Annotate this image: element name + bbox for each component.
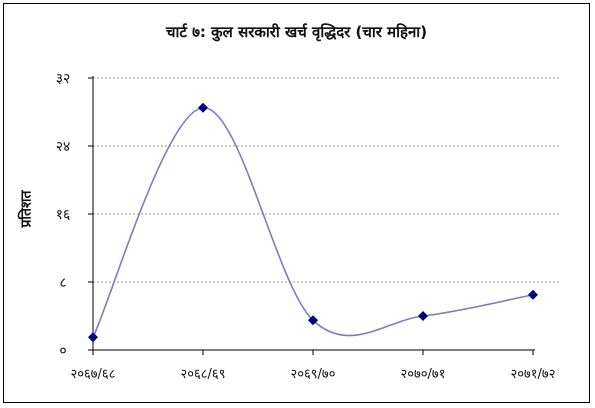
series-line	[92, 106, 534, 338]
chart-frame: चार्ट ७: कुल सरकारी खर्च वृद्धिदर (चार म…	[3, 3, 590, 403]
y-tick-label: ३२	[56, 71, 71, 87]
x-tick-label: २०६७/६८	[71, 367, 116, 382]
data-point-marker	[308, 315, 318, 326]
data-point-marker	[88, 332, 98, 343]
chart-title: चार्ट ७: कुल सरकारी खर्च वृद्धिदर (चार म…	[165, 23, 428, 41]
data-point-marker	[198, 102, 208, 113]
y-tick-label: ०	[59, 343, 66, 359]
y-tick-label: ८	[59, 275, 66, 291]
x-tick-label: २०६८/६९	[181, 367, 226, 382]
y-tick-label: २४	[56, 139, 71, 155]
x-tick-label: २०६९/७०	[291, 367, 336, 382]
x-tick-label: २०७१/७२	[511, 367, 556, 382]
data-point-marker	[528, 289, 538, 300]
y-tick-label: १६	[56, 207, 71, 223]
data-point-marker	[418, 311, 428, 321]
x-tick-label: २०७०/७१	[401, 367, 446, 382]
